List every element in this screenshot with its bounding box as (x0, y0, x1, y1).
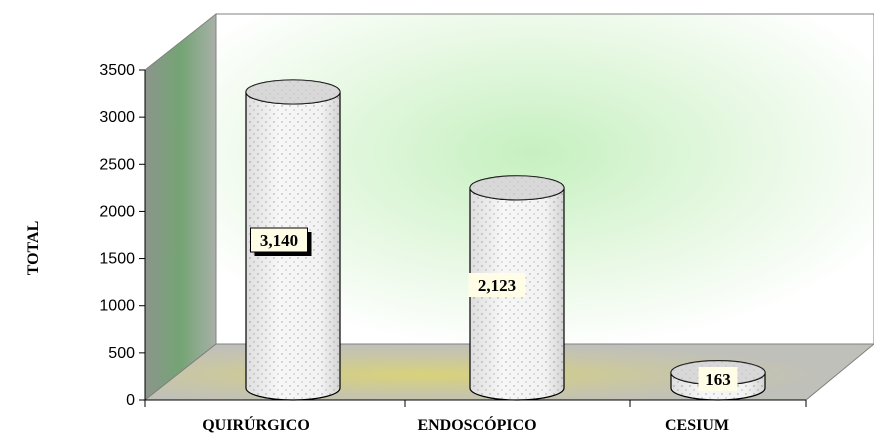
x-tick-label: CESIUM (665, 417, 729, 434)
bar-top-texture (246, 79, 340, 104)
data-label-text: 163 (705, 370, 731, 389)
y-axis-label: TOTAL (25, 221, 42, 276)
data-label-box (250, 227, 308, 253)
x-tick-labels: QUIRÚRGICO ENDOSCÓPICO CESIUM (202, 415, 729, 434)
y-tick-label: 3000 (99, 109, 135, 126)
data-label-text: 2,123 (478, 276, 516, 295)
data-label-2: 2,123 (468, 273, 526, 297)
data-label-box (698, 367, 738, 391)
y-tick-label: 1000 (99, 298, 135, 315)
y-tick-label: 0 (126, 392, 135, 409)
y-tick-label: 3500 (99, 62, 135, 79)
data-label-1: 3,140 (250, 227, 312, 256)
data-label-box (468, 273, 526, 297)
bar-top-texture (470, 175, 564, 200)
y-tick-label: 2000 (99, 203, 135, 220)
axes (139, 69, 807, 407)
y-tick-label: 2500 (99, 156, 135, 173)
x-tick-label: QUIRÚRGICO (202, 415, 310, 434)
data-label-text: 3,140 (260, 231, 298, 250)
side-wall (144, 12, 217, 402)
x-tick-label: ENDOSCÓPICO (417, 415, 536, 434)
y-tick-label: 500 (108, 345, 135, 362)
data-labels: 3,140 2,123 163 (250, 227, 738, 391)
y-tick-labels: 0 500 1000 1500 2000 2500 3000 3500 (99, 62, 135, 409)
data-label-3: 163 (698, 367, 738, 391)
y-tick-label: 1500 (99, 251, 135, 268)
